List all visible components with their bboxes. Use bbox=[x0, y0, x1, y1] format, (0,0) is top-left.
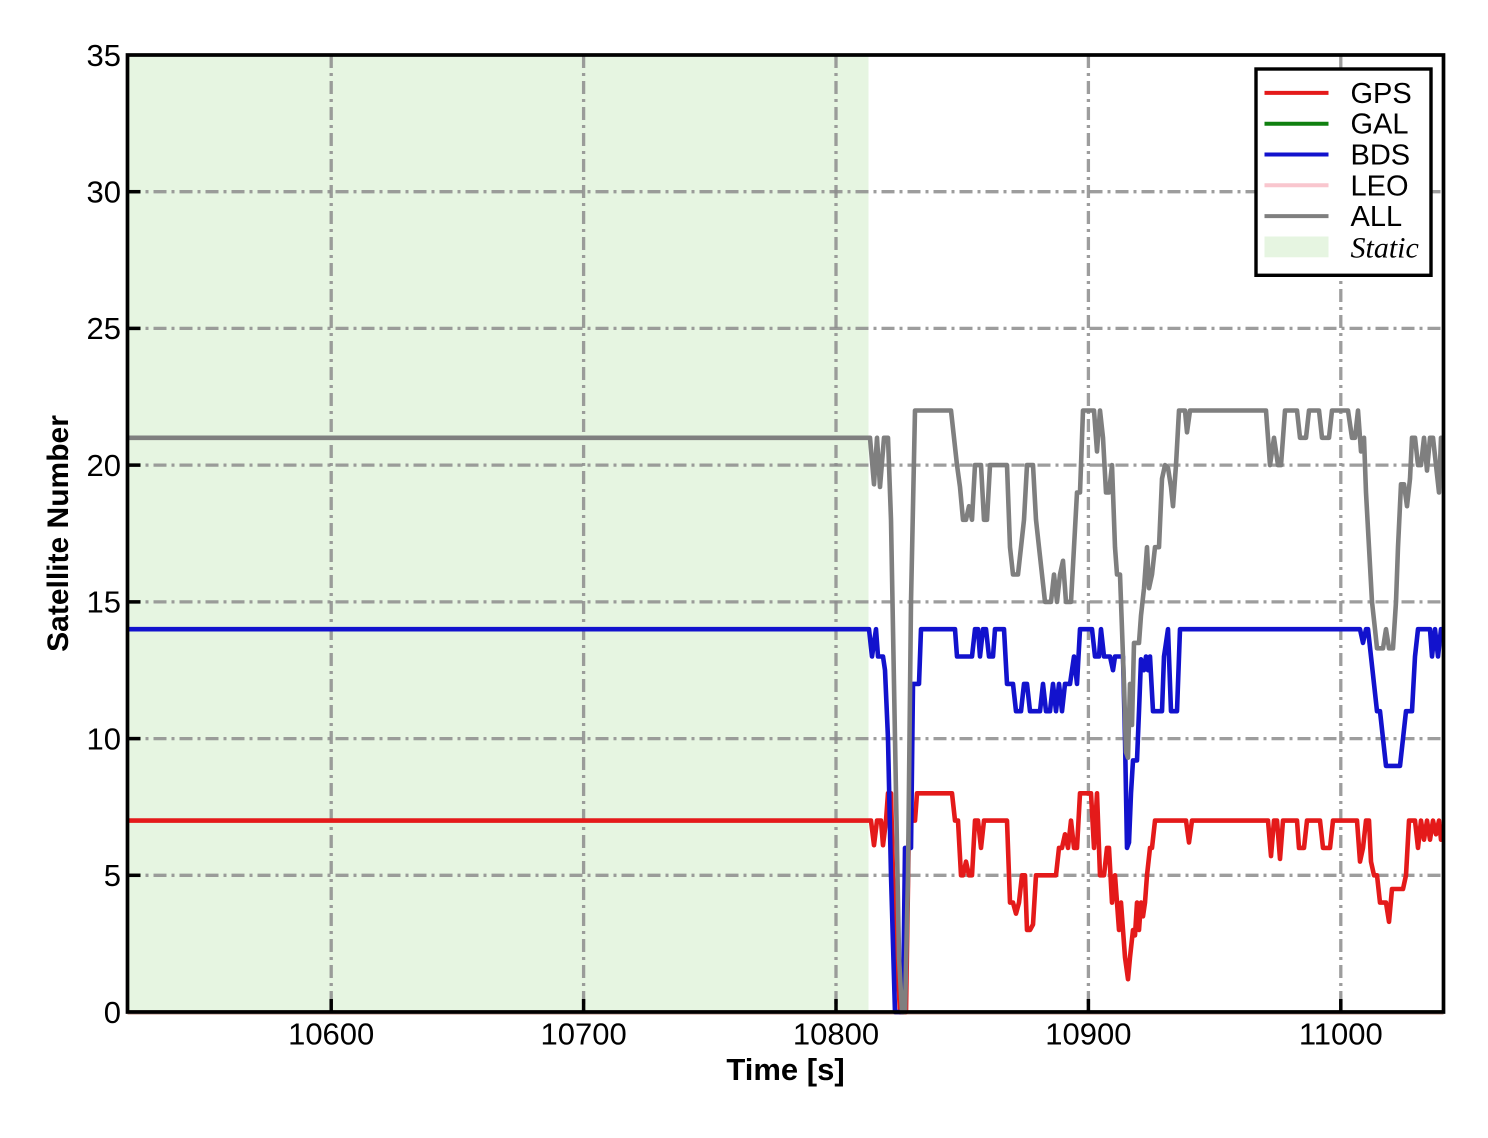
svg-text:25: 25 bbox=[87, 311, 121, 346]
svg-text:15: 15 bbox=[87, 585, 121, 620]
svg-text:Time [s]: Time [s] bbox=[726, 1052, 844, 1087]
svg-text:ALL: ALL bbox=[1351, 201, 1403, 233]
svg-text:BDS: BDS bbox=[1351, 140, 1411, 172]
svg-text:35: 35 bbox=[87, 38, 121, 73]
svg-text:11000: 11000 bbox=[1299, 1017, 1383, 1052]
svg-text:Satellite Number: Satellite Number bbox=[42, 415, 75, 652]
svg-text:GPS: GPS bbox=[1351, 78, 1412, 110]
svg-text:10: 10 bbox=[87, 721, 121, 756]
svg-text:0: 0 bbox=[104, 995, 121, 1030]
svg-text:10700: 10700 bbox=[540, 1017, 626, 1052]
svg-text:10600: 10600 bbox=[288, 1017, 374, 1052]
svg-text:LEO: LEO bbox=[1351, 170, 1409, 202]
svg-text:10900: 10900 bbox=[1045, 1017, 1131, 1052]
svg-text:GAL: GAL bbox=[1351, 109, 1409, 141]
svg-text:Static: Static bbox=[1351, 231, 1419, 264]
svg-text:20: 20 bbox=[87, 448, 121, 483]
svg-text:10800: 10800 bbox=[793, 1017, 879, 1052]
svg-text:5: 5 bbox=[104, 858, 121, 893]
svg-text:30: 30 bbox=[87, 175, 121, 210]
